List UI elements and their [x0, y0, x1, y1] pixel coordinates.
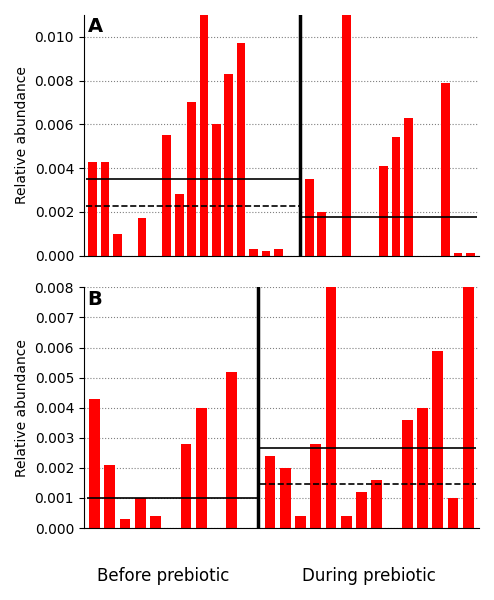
Bar — [200, 15, 208, 256]
Bar — [305, 179, 314, 256]
Bar — [237, 43, 246, 256]
Bar — [453, 253, 462, 256]
Bar — [163, 135, 171, 256]
Bar — [402, 420, 412, 528]
Bar — [261, 251, 270, 256]
Text: A: A — [88, 17, 103, 37]
Bar — [371, 480, 382, 528]
Bar — [342, 15, 351, 256]
Bar — [295, 516, 306, 528]
Bar — [356, 492, 367, 528]
Bar — [404, 118, 412, 256]
Bar — [104, 465, 115, 528]
Bar — [466, 253, 475, 256]
Bar — [341, 516, 352, 528]
Text: Before prebiotic: Before prebiotic — [97, 567, 229, 585]
Bar — [138, 218, 146, 256]
Bar — [88, 161, 97, 256]
Bar — [120, 519, 130, 528]
Bar — [379, 166, 388, 256]
Bar — [135, 498, 146, 528]
Bar — [265, 456, 275, 528]
Bar — [280, 468, 290, 528]
Bar — [317, 212, 326, 256]
Bar — [392, 137, 400, 256]
Bar — [226, 371, 237, 528]
Text: During prebiotic: During prebiotic — [302, 567, 436, 585]
Bar — [224, 74, 233, 256]
Bar — [187, 103, 196, 256]
Bar — [274, 249, 283, 256]
Bar — [150, 516, 161, 528]
Bar — [175, 194, 183, 256]
Bar — [441, 83, 450, 256]
Bar — [432, 350, 443, 528]
Bar — [212, 124, 221, 256]
Bar — [89, 398, 100, 528]
Bar — [310, 444, 321, 528]
Bar — [463, 287, 474, 528]
Bar — [100, 161, 109, 256]
Y-axis label: Relative abundance: Relative abundance — [15, 339, 29, 476]
Bar — [326, 287, 336, 528]
Bar — [196, 408, 206, 528]
Bar — [113, 234, 122, 256]
Y-axis label: Relative abundance: Relative abundance — [15, 67, 29, 204]
Bar — [448, 498, 458, 528]
Bar — [249, 249, 258, 256]
Text: B: B — [88, 290, 102, 309]
Bar — [181, 444, 191, 528]
Bar — [417, 408, 428, 528]
